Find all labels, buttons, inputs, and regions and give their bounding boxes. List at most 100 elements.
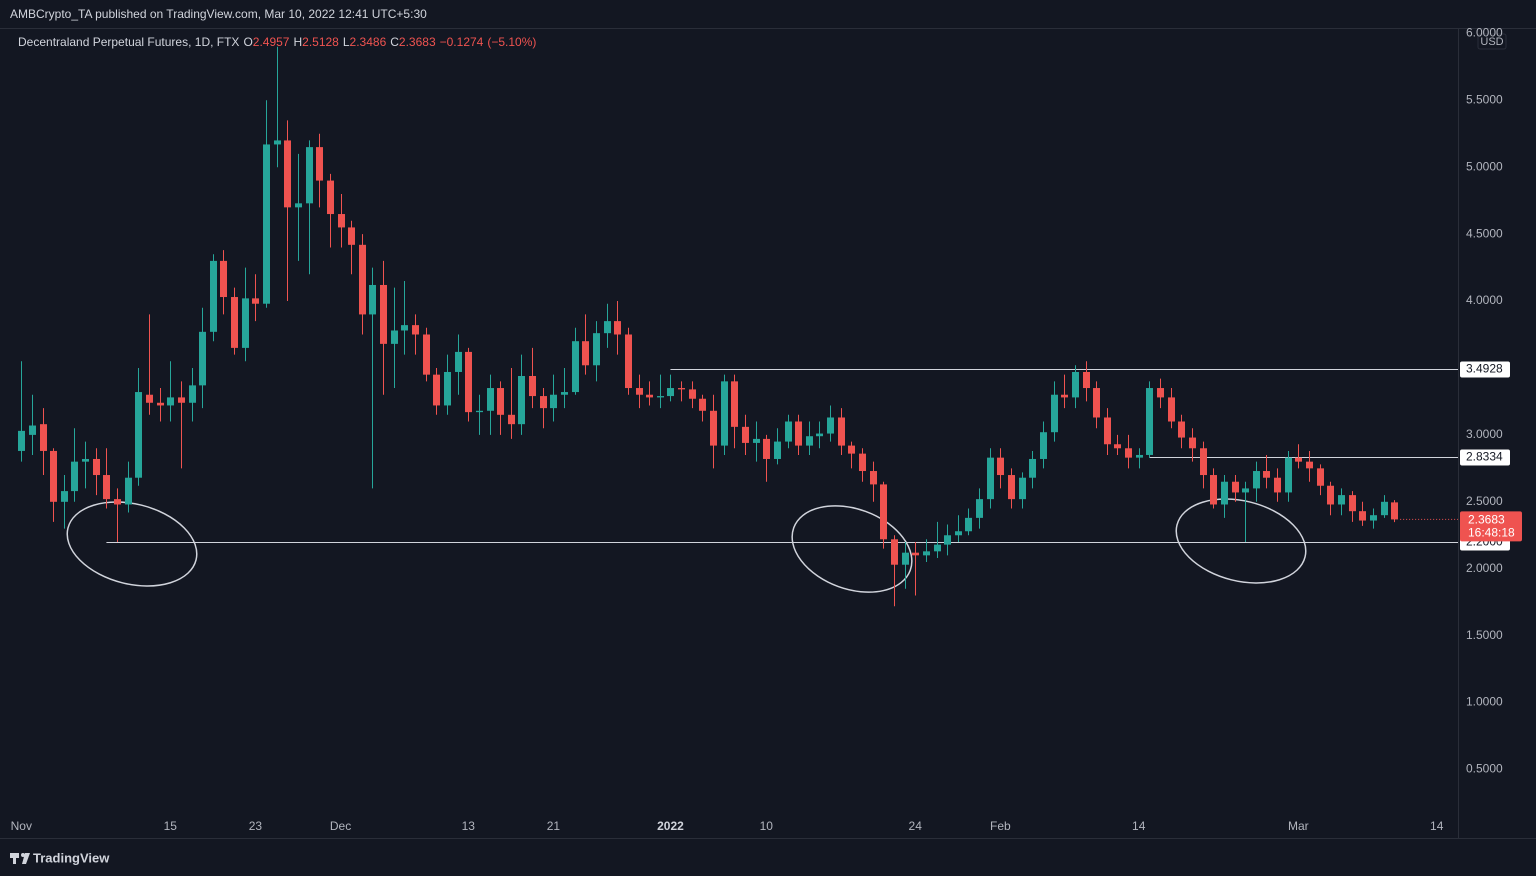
candle-body [710,410,717,446]
candle-body [976,499,983,518]
candle-body [338,214,345,228]
candle-body [934,544,941,552]
candle-body [167,397,174,406]
y-tick-label: 2.0000 [1466,561,1503,575]
candle-body [380,284,387,344]
y-tick-label: 3.0000 [1466,427,1503,441]
candle-body [785,421,792,442]
candle-body [806,436,813,446]
legend-letter: O [243,35,252,49]
x-tick-label: 15 [164,819,178,833]
x-tick-label: Feb [990,819,1011,833]
y-tick-label: 5.5000 [1466,92,1503,106]
candle-body [487,388,494,411]
candle-body [29,425,36,435]
candle-body [1200,448,1207,476]
candle-body [944,535,951,545]
candle-body [1221,481,1228,505]
candle-body [284,140,291,208]
brand-logo [22,853,30,864]
candle-body [316,147,323,181]
legend-close: 2.3683 [399,35,436,49]
candle-body [455,351,462,372]
candle-body [550,394,557,409]
candle-body [774,441,781,459]
y-tick-label: 4.0000 [1466,293,1503,307]
candle-body [540,396,547,409]
candle-body [636,388,643,395]
candle-body [646,394,653,398]
last-price-box [1460,511,1522,542]
brand-name: TradingView [33,850,110,865]
legend-open: 2.4957 [253,35,290,49]
legend-letter: L [343,35,350,49]
candle-body [210,260,217,332]
candle-body [220,260,227,298]
candle-body [1168,397,1175,422]
candle-body [604,321,611,334]
candle-body [1104,417,1111,445]
legend-letter: C [390,35,399,49]
plot-area [18,46,1458,607]
legend-change-pct: (−5.10%) [487,35,536,49]
candle-body [827,417,834,434]
level-label: 2.8334 [1466,450,1503,464]
candle-body [763,438,770,459]
x-tick-label: 2022 [657,819,684,833]
candle-body [923,551,930,556]
candle-body [997,457,1004,476]
annotation-ellipse [1175,498,1307,584]
candle-body [753,438,760,443]
candle-body [902,552,909,565]
candle-body [614,321,621,335]
y-tick-label: 0.5000 [1466,762,1503,776]
candle-body [689,389,696,399]
candle-body [699,398,706,411]
candle-body [955,531,962,536]
candle-body [114,499,121,505]
x-tick-label: 14 [1430,819,1444,833]
candle-body [1210,475,1217,505]
candle-body [572,341,579,393]
candle-body [848,445,855,454]
brand-logo [21,853,25,857]
level-label: 3.4928 [1466,362,1503,376]
level-label-box [1460,449,1510,466]
candle-body [1072,371,1079,398]
candle-body [816,433,823,437]
x-tick-label: 24 [909,819,923,833]
candle-body [423,334,430,375]
y-tick-label: 1.0000 [1466,695,1503,709]
candle-body [508,414,515,425]
candle-body [401,325,408,331]
candle-body [199,331,206,386]
candle-body [327,180,334,215]
x-tick-label: Nov [11,819,32,833]
candle-body [50,450,57,502]
candle-body [1370,515,1377,521]
legend: Decentraland Perpetual Futures, 1D, FTX O… [18,35,536,49]
candle-body [1274,477,1281,493]
level-label-box [1460,361,1510,378]
currency: USD [1480,36,1503,48]
y-tick-label: 2.5000 [1466,494,1503,508]
candle-body [189,385,196,403]
candle-body [146,394,153,403]
candle-body [1285,457,1292,493]
candle-body [891,539,898,565]
candle-body [1359,511,1366,521]
candle-body [1295,457,1302,462]
legend-change: −0.1274 [440,35,484,49]
candle-body [518,375,525,425]
annotation-ellipse [66,501,198,587]
candle-body [242,298,249,348]
candle-body [18,430,25,451]
candle-body [412,325,419,335]
candle-body [103,475,110,500]
candle-body [1263,471,1270,478]
candle-body [1242,488,1249,493]
candle-body [178,397,185,403]
candle-body [359,244,366,315]
